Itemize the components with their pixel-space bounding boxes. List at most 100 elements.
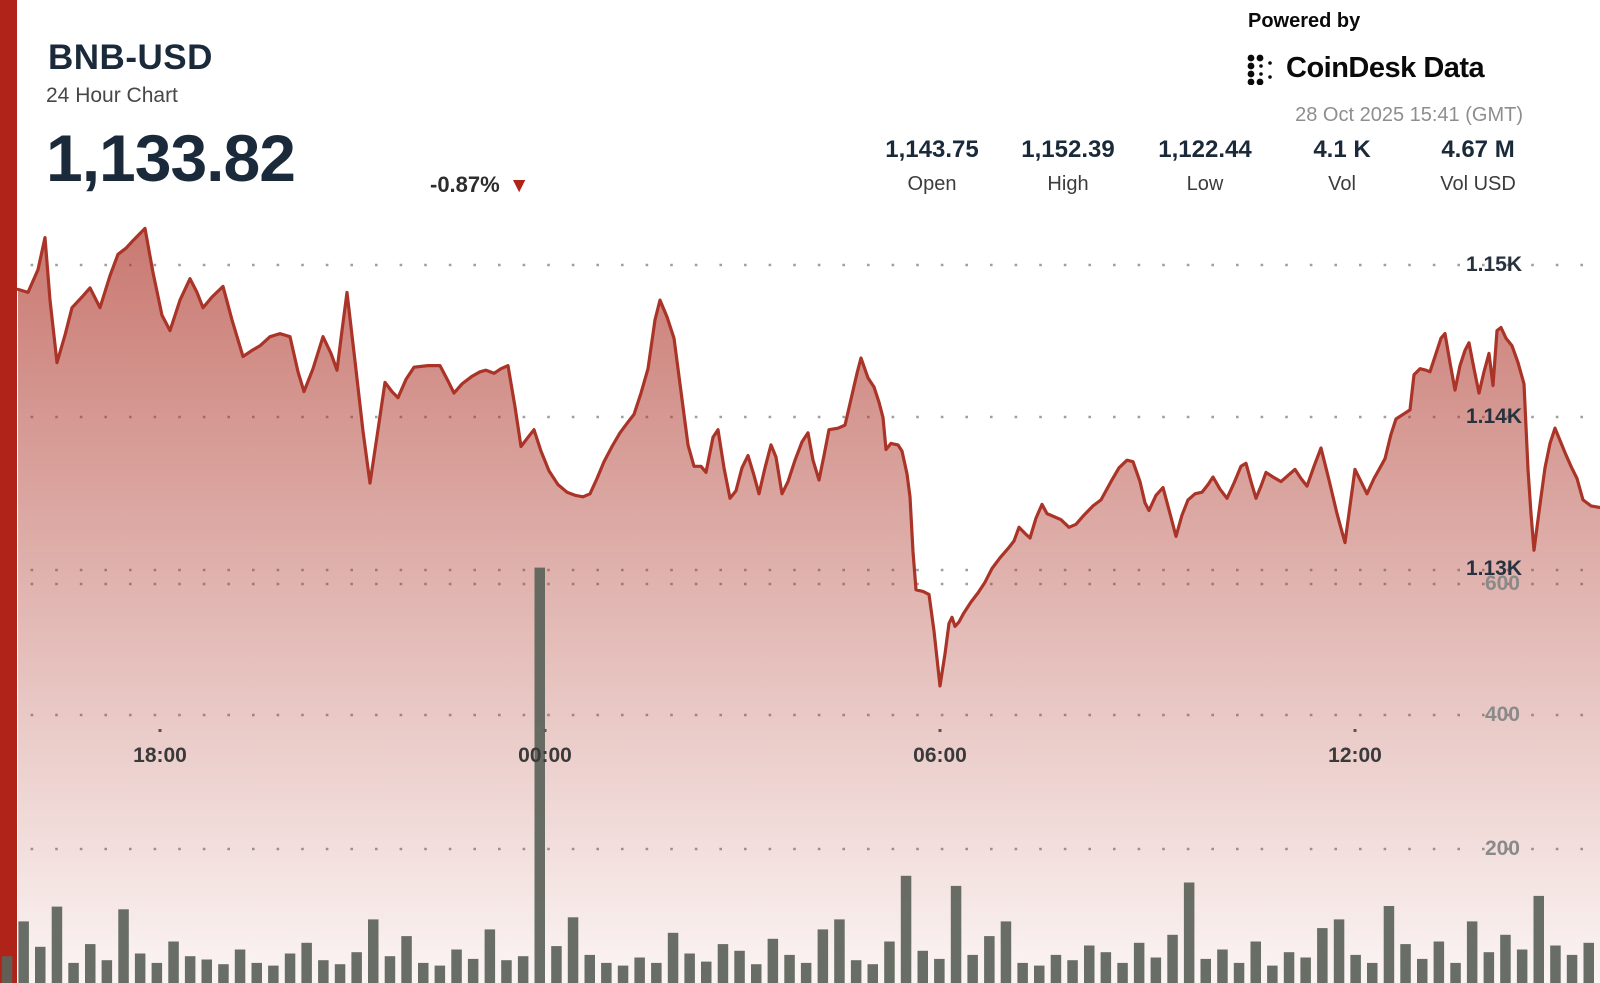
volume-bar: [701, 961, 712, 983]
page-title: BNB-USD: [48, 38, 213, 77]
volume-bar: [651, 962, 662, 983]
stat-high-label: High: [1047, 173, 1089, 195]
volume-bar: [1233, 962, 1245, 983]
volume-bar: [551, 946, 562, 983]
time-axis-label-00: 00:00: [518, 744, 572, 767]
volume-bar: [1583, 942, 1594, 983]
volume-bar: [1050, 954, 1062, 983]
volume-bar: [134, 953, 146, 983]
volume-bar: [168, 941, 179, 983]
volume-bar: [218, 964, 229, 983]
volume-bar: [1450, 962, 1461, 983]
volume-bar: [1250, 941, 1261, 983]
volume-bar: [1150, 957, 1162, 983]
price-area-fill: [18, 228, 1600, 983]
volume-bar: [1067, 960, 1078, 983]
stat-vol-usd-label: Vol USD: [1440, 173, 1516, 195]
down-triangle-icon: ▼: [508, 174, 530, 197]
volume-bar: [950, 885, 962, 983]
price-change-pct: -0.87%: [430, 172, 500, 197]
volume-bar: [617, 965, 629, 983]
volume-bar: [817, 929, 829, 983]
stat-high: 1,152.39 High: [1021, 136, 1114, 196]
page-subtitle: 24 Hour Chart: [46, 84, 178, 107]
volume-bar: [534, 567, 545, 983]
volume-bar: [201, 959, 212, 983]
stat-high-value: 1,152.39: [1021, 136, 1115, 163]
volume-bar: [1383, 906, 1395, 983]
volume-bar: [85, 944, 96, 983]
time-axis-label-12: 12:00: [1328, 744, 1382, 767]
volume-bar: [1200, 958, 1211, 983]
stat-low-value: 1,122.44: [1158, 136, 1252, 163]
coindesk-data-logo: CoinDesk Data: [1246, 52, 1485, 85]
volume-bar: [567, 917, 579, 983]
volume-bar: [734, 950, 745, 983]
volume-bar: [784, 954, 795, 983]
volume-bar: [1500, 934, 1511, 983]
timestamp: 28 Oct 2025 15:41 (GMT): [1295, 104, 1523, 126]
volume-bar: [834, 919, 845, 983]
volume-bar: [467, 958, 479, 983]
volume-bar: [318, 960, 329, 983]
volume-bar: [434, 965, 446, 983]
volume-bar: [1433, 941, 1445, 983]
stat-vol-usd: 4.67 M Vol USD: [1440, 136, 1516, 196]
price-axis-label-1-14k: 1.14K: [1465, 405, 1522, 428]
stat-low-label: Low: [1186, 173, 1224, 195]
volume-bar: [184, 956, 196, 983]
volume-bar: [101, 960, 113, 983]
volume-bar: [717, 944, 729, 983]
volume-bar: [418, 962, 429, 983]
price-axis-label-1-15k: 1.15K: [1465, 253, 1522, 276]
volume-bar: [934, 958, 945, 983]
volume-bar: [767, 938, 779, 983]
volume-bar: [867, 964, 878, 983]
volume-bar: [1000, 921, 1012, 983]
volume-bar: [451, 949, 462, 983]
volume-bar: [18, 921, 29, 983]
volume-bar: [1017, 962, 1028, 983]
volume-bar: [800, 962, 812, 983]
volume-bar: [917, 950, 928, 983]
time-axis-label-18: 18:00: [133, 744, 187, 767]
volume-bar: [751, 964, 762, 983]
coindesk-dots-icon: [1247, 54, 1272, 85]
volume-bar: [351, 952, 362, 983]
volume-bar: [1400, 944, 1411, 983]
volume-bar: [118, 909, 129, 983]
volume-bar: [601, 962, 612, 983]
volume-bar: [634, 957, 645, 983]
volume-bar: [368, 919, 379, 983]
volume-bar: [484, 929, 496, 983]
volume-bar: [1533, 895, 1544, 983]
volume-axis-label-600: 600: [1484, 572, 1520, 595]
powered-by-label: Powered by: [1248, 10, 1361, 32]
volume-bars: [1, 567, 1594, 983]
price-axis-label-1-13k: 1.13K: [1465, 557, 1522, 580]
volume-bar: [1117, 962, 1128, 983]
time-axis-label-06: 06:00: [913, 744, 967, 767]
volume-bar: [967, 954, 978, 983]
volume-bar: [234, 949, 246, 983]
volume-bar: [284, 953, 296, 983]
volume-bar: [1183, 882, 1195, 983]
volume-bar: [1, 956, 13, 983]
volume-bar: [51, 906, 63, 983]
stat-open-value: 1,143.75: [885, 136, 979, 163]
volume-bar: [1333, 919, 1345, 983]
volume-bar: [1167, 934, 1178, 983]
volume-bar: [1417, 958, 1428, 983]
price-line: [16, 226, 1600, 688]
stat-open: 1,143.75 Open: [885, 136, 978, 196]
volume-bar: [501, 960, 512, 983]
volume-bar: [1550, 945, 1561, 983]
volume-bar: [334, 964, 346, 983]
volume-bar: [1217, 949, 1228, 983]
volume-bar: [667, 932, 679, 983]
volume-bar: [850, 960, 862, 983]
volume-bar: [1317, 928, 1328, 983]
volume-bar: [384, 956, 396, 983]
